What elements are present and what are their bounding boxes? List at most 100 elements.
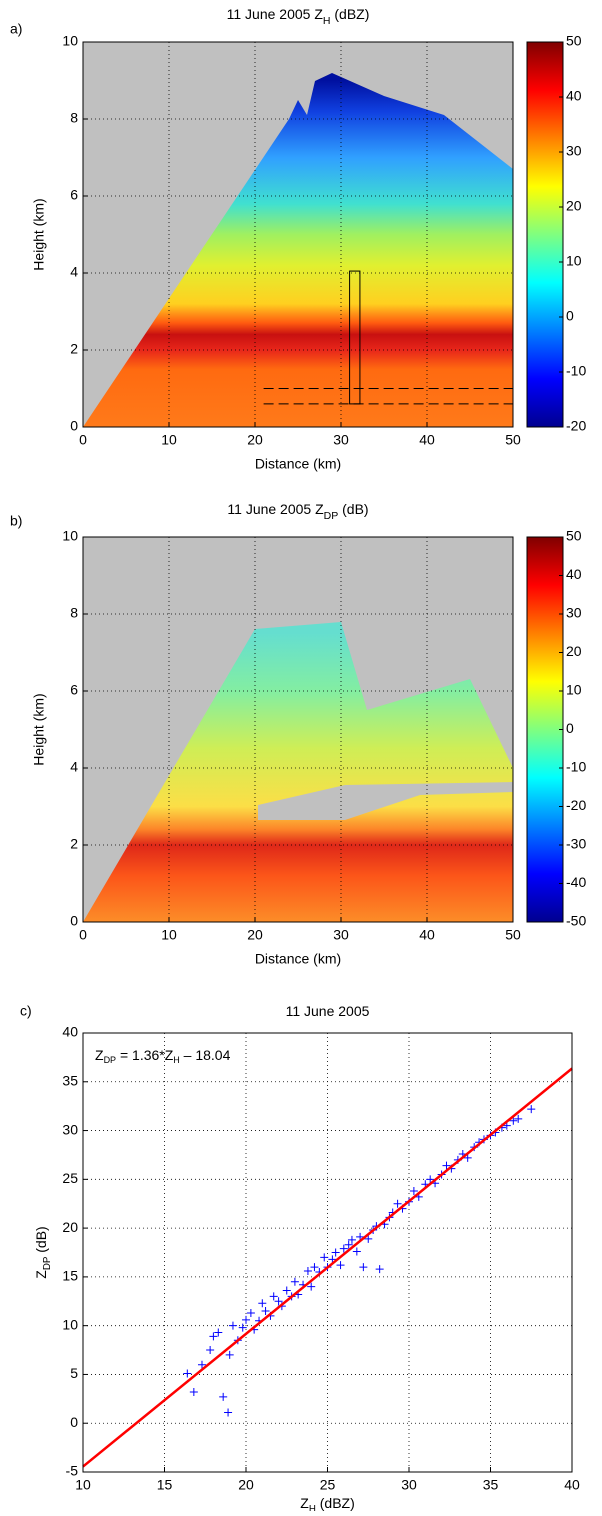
- data-point: [352, 1247, 361, 1256]
- data-point: [375, 1265, 384, 1274]
- data-point: [290, 1277, 299, 1286]
- y-tick-label: 0: [70, 913, 78, 929]
- colorbar-tick-label: 20: [566, 198, 582, 214]
- fit-equation-part: Z: [95, 1047, 104, 1063]
- x-tick-label: 10: [75, 1477, 91, 1493]
- data-point: [197, 1360, 206, 1369]
- x-tick-label: 35: [483, 1477, 499, 1493]
- y-axis-label-part: DP: [42, 1257, 53, 1271]
- data-point: [320, 1253, 329, 1262]
- x-tick-label: 20: [247, 927, 263, 943]
- data-point: [228, 1321, 237, 1330]
- y-tick-label: 8: [70, 605, 78, 621]
- x-axis-label-part: H: [309, 1504, 316, 1511]
- x-tick-label: 10: [161, 927, 177, 943]
- plot-frame: [82, 1032, 573, 1473]
- data-point: [214, 1328, 223, 1337]
- radar-echo: [83, 73, 513, 427]
- data-point: [364, 1234, 373, 1243]
- x-tick-label: 50: [505, 927, 521, 943]
- data-point: [261, 1307, 270, 1316]
- colorbar-tick-label: -20: [566, 797, 586, 813]
- panel-label: b): [10, 513, 22, 529]
- colorbar-tick-label: 50: [566, 33, 582, 49]
- data-point: [269, 1292, 278, 1301]
- colorbar-tick-label: -10: [566, 759, 586, 775]
- y-tick-label: 10: [62, 33, 78, 49]
- plot-frame: [82, 536, 514, 923]
- y-tick-label: 20: [62, 1219, 78, 1235]
- data-point: [274, 1297, 283, 1306]
- chart-title-part: H: [323, 15, 331, 27]
- x-tick-label: 0: [79, 927, 87, 943]
- x-tick-label: 10: [161, 432, 177, 448]
- y-axis-label: ZDP (dB): [33, 1226, 53, 1278]
- y-tick-label: 6: [70, 187, 78, 203]
- colorbar-tick-label: -10: [566, 363, 586, 379]
- y-tick-label: 2: [70, 836, 78, 852]
- data-point: [307, 1282, 316, 1291]
- x-tick-label: 0: [79, 432, 87, 448]
- y-axis-label: Height (km): [31, 693, 47, 765]
- data-point: [219, 1392, 228, 1401]
- data-point: [303, 1267, 312, 1276]
- data-point: [442, 1161, 451, 1170]
- colorbar: [526, 41, 564, 428]
- data-point: [509, 1116, 518, 1125]
- colorbar-tick-label: 40: [566, 566, 582, 582]
- data-point: [336, 1261, 345, 1270]
- y-tick-label: -5: [66, 1463, 79, 1479]
- x-axis-label-part: Z: [300, 1495, 309, 1511]
- panel-label: c): [20, 1003, 32, 1019]
- y-axis-label-part: (dB): [33, 1226, 49, 1256]
- data-point: [246, 1308, 255, 1317]
- colorbar-tick-label: -40: [566, 874, 586, 890]
- x-axis-label: Distance (km): [255, 951, 341, 967]
- x-tick-label: 40: [419, 927, 435, 943]
- y-axis-label-part: Z: [33, 1270, 49, 1279]
- data-point: [426, 1175, 435, 1184]
- y-tick-label: 15: [62, 1268, 78, 1284]
- colorbar-tick-label: 10: [566, 253, 582, 269]
- x-axis-label: ZH (dBZ): [300, 1495, 355, 1511]
- chart-title-part: 11 June 2005 Z: [227, 6, 324, 22]
- data-point: [206, 1346, 215, 1355]
- chart-title: 11 June 2005: [286, 1003, 370, 1019]
- chart-title-part: (dBZ): [330, 6, 369, 22]
- y-tick-label: 40: [62, 1024, 78, 1040]
- fit-equation-part: – 18.04: [180, 1047, 231, 1063]
- data-point: [242, 1315, 250, 1324]
- fit-line: [82, 1067, 573, 1468]
- x-tick-label: 40: [419, 432, 435, 448]
- data-point: [331, 1248, 340, 1257]
- x-tick-label: 40: [564, 1477, 580, 1493]
- colorbar-tick-label: 30: [566, 605, 582, 621]
- fit-equation-part: = 1.36*Z: [116, 1047, 174, 1063]
- y-tick-label: 0: [70, 1414, 78, 1430]
- echo-gap: [258, 782, 513, 820]
- data-point: [347, 1235, 356, 1244]
- colorbar-tick-label: -50: [566, 913, 586, 929]
- colorbar-tick-label: 0: [566, 308, 574, 324]
- chart-title: 11 June 2005 ZDP (dB): [227, 501, 368, 522]
- data-point: [393, 1199, 402, 1208]
- chart-title: 11 June 2005 ZH (dBZ): [227, 6, 370, 27]
- y-axis-label: Height (km): [31, 198, 47, 270]
- chart-title-part: DP: [324, 510, 339, 522]
- colorbar-tick-label: 50: [566, 528, 582, 544]
- data-point: [238, 1323, 247, 1332]
- y-tick-label: 8: [70, 110, 78, 126]
- data-point: [527, 1105, 536, 1114]
- data-point: [258, 1299, 267, 1308]
- data-point: [514, 1114, 523, 1123]
- colorbar-tick-label: 0: [566, 720, 574, 736]
- y-tick-label: 6: [70, 682, 78, 698]
- x-tick-label: 25: [320, 1477, 336, 1493]
- colorbar-tick-label: -20: [566, 418, 586, 434]
- x-axis-label: Distance (km): [255, 456, 341, 472]
- colorbar-tick-label: 30: [566, 143, 582, 159]
- data-point: [344, 1240, 353, 1249]
- colorbar: [526, 536, 564, 923]
- y-tick-label: 5: [70, 1365, 78, 1381]
